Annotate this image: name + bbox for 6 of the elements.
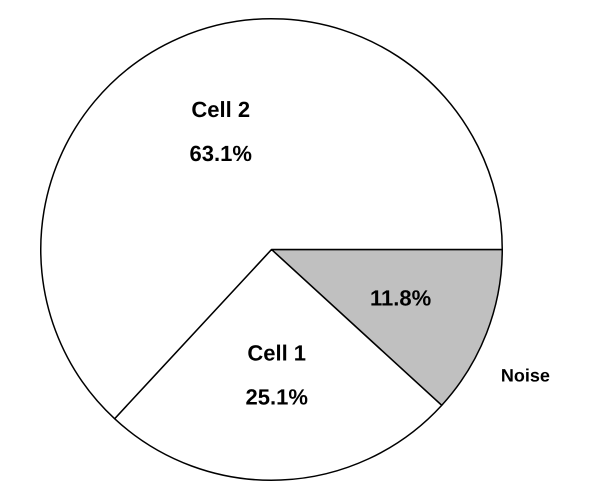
data-label: 63.1% [190, 141, 252, 166]
slice-label: Noise [500, 366, 550, 386]
slice-label: Cell 2 [191, 97, 250, 122]
slice-label: Cell 1 [247, 340, 306, 366]
data-label: 11.8% [370, 286, 432, 311]
data-label: 25.1% [245, 384, 308, 410]
